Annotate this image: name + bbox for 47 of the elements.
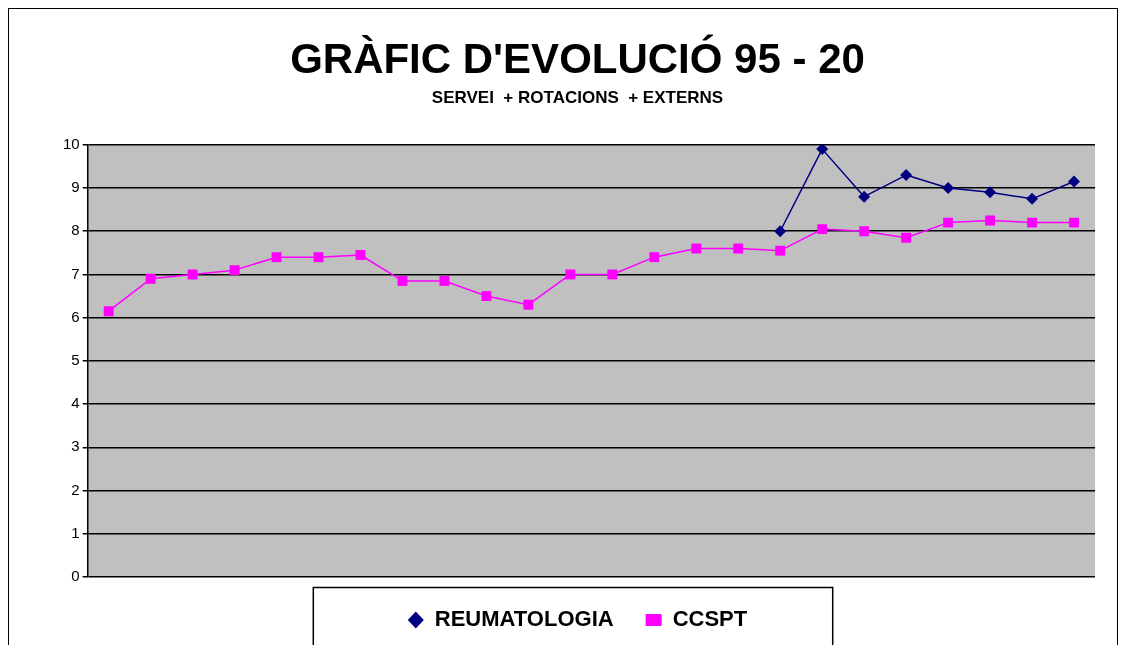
point bbox=[229, 265, 240, 276]
point bbox=[523, 299, 534, 310]
point bbox=[1069, 217, 1079, 228]
chart-title: GRÀFIC D'EVOLUCIÓ 95 - 20 bbox=[290, 33, 865, 82]
y-tick-label: 4 bbox=[71, 394, 80, 412]
point bbox=[775, 245, 786, 256]
point bbox=[187, 269, 198, 280]
y-tick-label: 9 bbox=[71, 178, 80, 196]
point bbox=[145, 273, 156, 284]
y-tick-label: 2 bbox=[71, 480, 80, 498]
legend-label: REUMATOLOGIA bbox=[434, 606, 614, 632]
point bbox=[397, 275, 408, 286]
y-tick-label: 8 bbox=[71, 221, 80, 239]
point bbox=[103, 306, 114, 317]
y-tick-label: 1 bbox=[71, 523, 80, 541]
point bbox=[984, 186, 997, 199]
point bbox=[565, 269, 576, 280]
point bbox=[817, 224, 828, 235]
point bbox=[1027, 217, 1037, 228]
point bbox=[439, 275, 450, 286]
point bbox=[355, 250, 366, 260]
point bbox=[774, 225, 787, 238]
point bbox=[1068, 175, 1081, 188]
point bbox=[816, 144, 829, 156]
chart-subtitle: SERVEI + ROTACIONS + EXTERNS bbox=[431, 88, 724, 108]
point bbox=[313, 252, 324, 263]
legend-label: CCSPT bbox=[672, 606, 748, 632]
point bbox=[649, 252, 660, 263]
point bbox=[691, 243, 702, 254]
point bbox=[900, 169, 913, 182]
y-tick-label: 3 bbox=[71, 437, 80, 455]
point bbox=[858, 190, 871, 203]
point bbox=[271, 252, 282, 263]
point bbox=[607, 269, 618, 280]
y-tick-label: 10 bbox=[63, 134, 80, 152]
point bbox=[985, 215, 996, 226]
point bbox=[733, 243, 744, 254]
y-tick-label: 7 bbox=[71, 264, 80, 282]
point bbox=[1026, 192, 1039, 205]
y-tick-label: 0 bbox=[71, 567, 80, 585]
point bbox=[943, 217, 954, 228]
point bbox=[859, 226, 870, 237]
point bbox=[481, 291, 492, 302]
point bbox=[901, 232, 912, 243]
y-tick-label: 5 bbox=[71, 351, 80, 369]
point bbox=[942, 182, 955, 195]
y-tick-label: 6 bbox=[71, 307, 80, 325]
